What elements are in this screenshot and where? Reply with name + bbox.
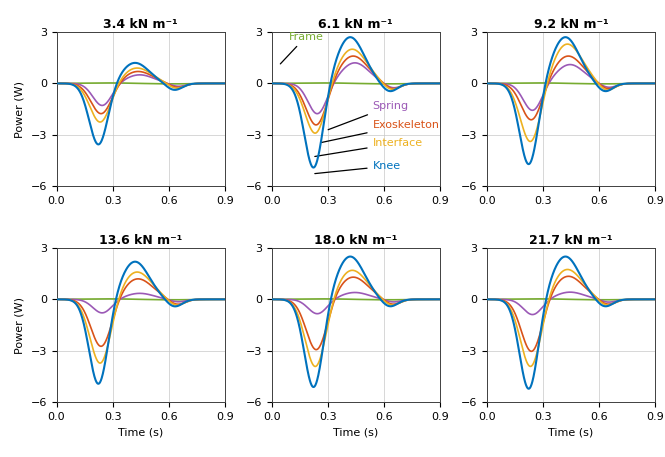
Text: Spring: Spring [328,101,409,130]
Title: 9.2 kN m⁻¹: 9.2 kN m⁻¹ [533,18,608,31]
Text: Interface: Interface [315,138,423,156]
X-axis label: Time (s): Time (s) [549,427,594,437]
Y-axis label: Power (W): Power (W) [15,297,25,354]
Title: 18.0 kN m⁻¹: 18.0 kN m⁻¹ [314,234,398,247]
Text: Frame: Frame [281,32,323,64]
Title: 13.6 kN m⁻¹: 13.6 kN m⁻¹ [99,234,182,247]
X-axis label: Time (s): Time (s) [118,427,163,437]
Title: 3.4 kN m⁻¹: 3.4 kN m⁻¹ [103,18,178,31]
Text: Exoskeleton: Exoskeleton [321,120,440,143]
X-axis label: Time (s): Time (s) [333,427,378,437]
Text: Knee: Knee [315,161,401,174]
Y-axis label: Power (W): Power (W) [15,80,25,138]
Title: 6.1 kN m⁻¹: 6.1 kN m⁻¹ [319,18,393,31]
Title: 21.7 kN m⁻¹: 21.7 kN m⁻¹ [529,234,612,247]
